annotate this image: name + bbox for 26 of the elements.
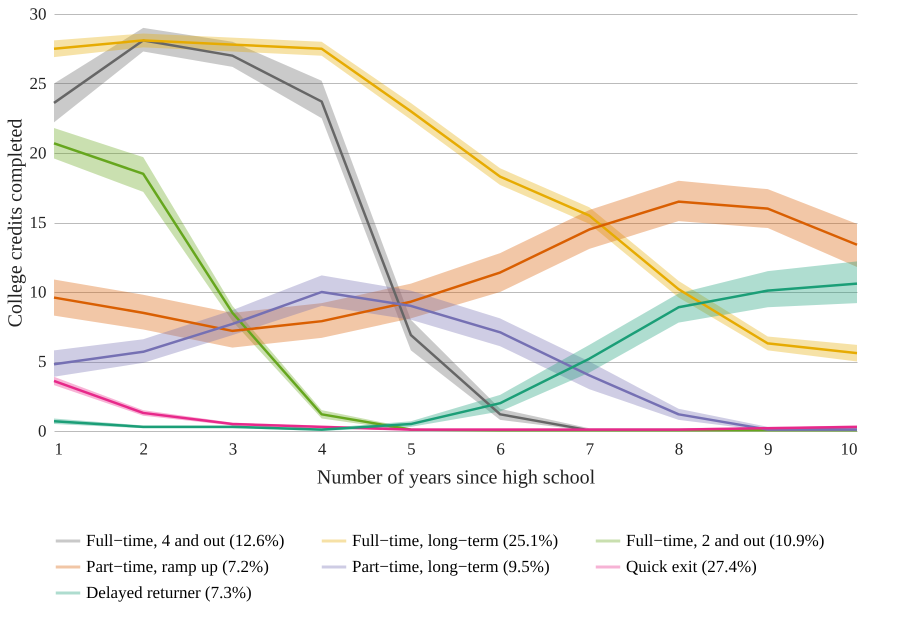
y-tick-label: 25	[30, 74, 46, 93]
y-tick-label: 5	[38, 352, 46, 371]
legend-label: Delayed returner (7.3%)	[86, 583, 252, 602]
y-tick-label: 20	[30, 144, 46, 162]
legend-label: Part−time, ramp up (7.2%)	[86, 557, 269, 576]
x-tick-label: 9	[764, 440, 773, 458]
x-tick-label: 3	[228, 440, 238, 458]
y-tick-label: 10	[30, 282, 46, 302]
y-tick-label: 30	[30, 4, 46, 24]
legend-label: Full−time, 4 and out (12.6%)	[86, 531, 284, 550]
x-axis-title: Number of years since high school	[316, 466, 596, 488]
x-tick-label: 1	[54, 440, 63, 458]
legend-label: Full−time, long−term (25.1%)	[352, 531, 558, 550]
x-tick-label: 7	[586, 440, 595, 458]
y-tick-label: 15	[30, 213, 46, 232]
x-tick-label: 5	[407, 440, 416, 458]
x-tick-label: 6	[496, 440, 505, 458]
x-tick-label: 8	[674, 440, 684, 458]
legend-label: Quick exit (27.4%)	[626, 557, 757, 576]
legend-label: Part−time, long−term (9.5%)	[352, 557, 550, 576]
x-tick-label: 10	[840, 440, 858, 458]
x-tick-label: 4	[318, 440, 327, 458]
y-axis-title: College credits completed	[4, 118, 26, 328]
x-tick-label: 2	[139, 440, 148, 458]
legend-label: Full−time, 2 and out (10.9%)	[626, 531, 824, 550]
y-tick-label: 0	[38, 422, 46, 440]
